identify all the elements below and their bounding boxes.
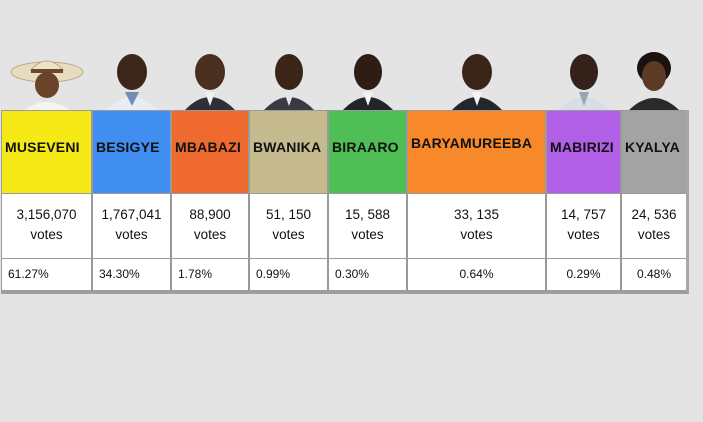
man-icon <box>451 54 502 110</box>
vote-percent: 34.30% <box>99 267 140 281</box>
candidate-column-mabirizi: MABIRIZI 14, 757 votes 0.29% <box>546 0 621 292</box>
vote-percent: 1.78% <box>178 267 213 281</box>
vote-percent: 0.29% <box>566 267 601 281</box>
candidate-column-baryamureeba: BARYAMUREEBA 33, 135 votes 0.64% <box>407 0 546 292</box>
table-edge-shadow <box>686 110 689 294</box>
votes-cell: 51, 150 votes <box>249 194 328 259</box>
vote-unit: votes <box>193 227 227 242</box>
vote-percent: 61.27% <box>8 267 49 281</box>
vote-count: 33, 135 <box>453 207 500 222</box>
candidate-name-cell: MBABAZI <box>171 110 249 194</box>
candidate-column-kyalya: KYALYA 24, 536 votes 0.48% <box>621 0 687 292</box>
percent-cell: 1.78% <box>171 259 249 291</box>
vote-count: 14, 757 <box>560 207 607 222</box>
votes-cell: 88,900 votes <box>171 194 249 259</box>
vote-percent: 0.99% <box>256 267 291 281</box>
vote-unit: votes <box>30 227 63 242</box>
candidate-name: MUSEVENI <box>5 139 80 155</box>
man-icon <box>106 54 157 110</box>
candidate-name-cell: BWANIKA <box>249 110 328 194</box>
table-bottom-shadow <box>1 291 688 294</box>
candidate-name: MBABAZI <box>175 139 241 155</box>
vote-percent: 0.30% <box>335 267 370 281</box>
votes-cell: 14, 757 votes <box>546 194 621 259</box>
vote-unit: votes <box>567 227 600 242</box>
votes-cell: 33, 135 votes <box>407 194 546 259</box>
man-icon <box>558 54 609 110</box>
vote-unit: votes <box>115 227 148 242</box>
candidate-name: BESIGYE <box>96 139 160 155</box>
vote-count: 24, 536 <box>631 207 677 222</box>
candidate-name: BWANIKA <box>253 139 322 155</box>
candidate-name-cell: BIRAARO <box>328 110 407 194</box>
percent-cell: 61.27% <box>1 259 92 291</box>
candidate-column-bwanika: BWANIKA 51, 150 votes 0.99% <box>249 0 328 292</box>
vote-count: 15, 588 <box>344 207 391 222</box>
percent-cell: 0.48% <box>621 259 687 291</box>
vote-percent: 0.64% <box>459 267 494 281</box>
candidate-column-museveni: MUSEVENI 3,156,070 votes 61.27% <box>1 0 92 292</box>
percent-cell: 0.64% <box>407 259 546 291</box>
woman-icon <box>629 52 679 110</box>
vote-percent: 0.48% <box>636 267 672 281</box>
vote-unit: votes <box>351 227 384 242</box>
candidate-name-cell: MUSEVENI <box>1 110 92 194</box>
percent-cell: 0.30% <box>328 259 407 291</box>
candidate-column-mbabazi: MBABAZI 88,900 votes 1.78% <box>171 0 249 292</box>
candidate-name-cell: BESIGYE <box>92 110 171 194</box>
candidate-name-cell: KYALYA <box>621 110 687 194</box>
man-icon <box>263 54 314 110</box>
percent-cell: 0.29% <box>546 259 621 291</box>
candidate-column-besigye: BESIGYE 1,767,041 votes 34.30% <box>92 0 171 292</box>
vote-unit: votes <box>460 227 493 242</box>
man-icon <box>342 54 393 110</box>
vote-unit: votes <box>637 227 671 242</box>
candidate-name: BIRAARO <box>332 139 399 155</box>
votes-cell: 3,156,070 votes <box>1 194 92 259</box>
candidate-name-cell: MABIRIZI <box>546 110 621 194</box>
votes-cell: 24, 536 votes <box>621 194 687 259</box>
vote-count: 1,767,041 <box>101 207 162 222</box>
vote-unit: votes <box>272 227 305 242</box>
candidate-name: BARYAMUREEBA <box>411 135 533 151</box>
candidate-name-cell: BARYAMUREEBA <box>407 110 546 194</box>
man-icon <box>185 54 235 110</box>
votes-cell: 15, 588 votes <box>328 194 407 259</box>
hat-man-icon <box>10 60 83 114</box>
votes-cell: 1,767,041 votes <box>92 194 171 259</box>
candidate-name: MABIRIZI <box>550 139 614 155</box>
candidate-column-biraaro: BIRAARO 15, 588 votes 0.30% <box>328 0 407 292</box>
vote-count: 51, 150 <box>265 207 312 222</box>
percent-cell: 34.30% <box>92 259 171 291</box>
vote-count: 3,156,070 <box>16 207 77 222</box>
vote-count: 88,900 <box>189 207 231 222</box>
candidate-name: KYALYA <box>625 139 680 155</box>
percent-cell: 0.99% <box>249 259 328 291</box>
